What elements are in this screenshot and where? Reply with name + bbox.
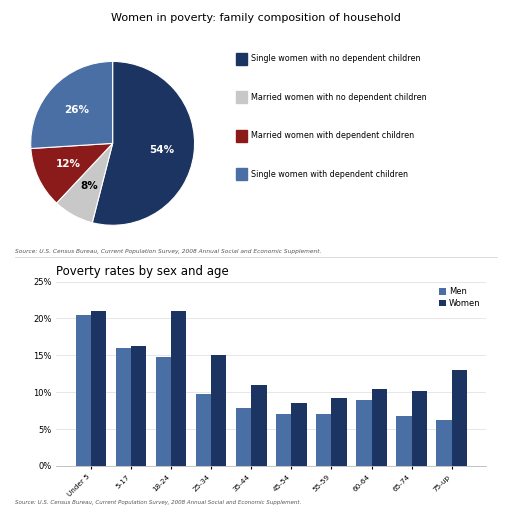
- Bar: [91, 311, 106, 466]
- Bar: [372, 389, 387, 466]
- Wedge shape: [56, 143, 113, 223]
- Bar: [291, 403, 307, 466]
- Bar: [171, 311, 186, 466]
- Text: Married women with dependent children: Married women with dependent children: [251, 131, 414, 140]
- Text: Married women with no dependent children: Married women with no dependent children: [251, 93, 426, 102]
- Bar: [236, 409, 251, 466]
- Bar: [396, 416, 412, 466]
- Legend: Men, Women: Men, Women: [437, 286, 482, 310]
- Bar: [116, 348, 131, 466]
- Text: 12%: 12%: [56, 159, 81, 169]
- Text: Women in poverty: family composition of household: Women in poverty: family composition of …: [111, 13, 401, 23]
- Text: 26%: 26%: [65, 105, 89, 115]
- Text: 54%: 54%: [149, 144, 174, 155]
- Bar: [452, 370, 467, 466]
- Bar: [316, 414, 331, 466]
- Bar: [276, 414, 291, 466]
- Bar: [76, 315, 91, 466]
- Text: 8%: 8%: [80, 181, 98, 191]
- Wedge shape: [31, 143, 113, 203]
- Bar: [331, 398, 347, 466]
- Bar: [251, 385, 267, 466]
- Bar: [156, 357, 171, 466]
- Text: Source: U.S. Census Bureau, Current Population Survey, 2008 Annual Social and Ec: Source: U.S. Census Bureau, Current Popu…: [15, 249, 322, 254]
- Bar: [356, 399, 372, 466]
- Text: Source: U.S. Census Bureau, Current Population Survey, 2008 Annual Social and Ec: Source: U.S. Census Bureau, Current Popu…: [15, 500, 302, 505]
- Wedge shape: [92, 61, 195, 225]
- Text: Poverty rates by sex and age: Poverty rates by sex and age: [56, 265, 229, 278]
- Bar: [196, 394, 211, 466]
- Text: Single women with no dependent children: Single women with no dependent children: [251, 54, 420, 63]
- Bar: [211, 355, 226, 466]
- Bar: [131, 346, 146, 466]
- Bar: [412, 391, 427, 466]
- Wedge shape: [31, 61, 113, 148]
- Text: Single women with dependent children: Single women with dependent children: [251, 169, 408, 179]
- Bar: [436, 420, 452, 466]
